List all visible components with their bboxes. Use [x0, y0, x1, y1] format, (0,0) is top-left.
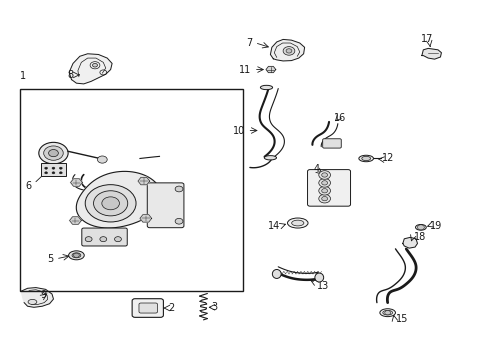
- Circle shape: [44, 146, 63, 160]
- Circle shape: [322, 197, 328, 201]
- Circle shape: [100, 237, 107, 242]
- FancyBboxPatch shape: [82, 228, 127, 246]
- Text: 3: 3: [212, 302, 218, 312]
- Ellipse shape: [362, 156, 370, 161]
- Circle shape: [98, 156, 107, 163]
- Circle shape: [85, 185, 136, 222]
- Circle shape: [322, 173, 328, 177]
- Text: 18: 18: [414, 232, 426, 242]
- Circle shape: [385, 311, 391, 315]
- Bar: [20, 89, 243, 291]
- Polygon shape: [422, 48, 441, 59]
- Polygon shape: [266, 67, 276, 73]
- Circle shape: [175, 219, 183, 224]
- Ellipse shape: [359, 155, 373, 162]
- Text: 9: 9: [41, 291, 47, 301]
- Ellipse shape: [260, 85, 272, 90]
- Circle shape: [94, 191, 128, 216]
- Circle shape: [319, 186, 331, 195]
- Circle shape: [319, 171, 331, 179]
- Ellipse shape: [264, 156, 276, 160]
- Text: 19: 19: [430, 221, 442, 231]
- Circle shape: [286, 49, 292, 53]
- Ellipse shape: [383, 310, 392, 315]
- Ellipse shape: [69, 251, 84, 260]
- Circle shape: [322, 181, 328, 185]
- Polygon shape: [69, 54, 112, 84]
- Text: 7: 7: [246, 38, 252, 48]
- Ellipse shape: [28, 300, 37, 305]
- FancyBboxPatch shape: [139, 303, 158, 313]
- Text: 11: 11: [239, 64, 251, 75]
- Circle shape: [175, 186, 183, 192]
- Text: 12: 12: [382, 153, 394, 163]
- Circle shape: [52, 172, 55, 174]
- FancyBboxPatch shape: [132, 299, 163, 318]
- Circle shape: [45, 167, 48, 169]
- Circle shape: [85, 237, 92, 242]
- Polygon shape: [71, 179, 82, 186]
- Text: 13: 13: [318, 281, 330, 291]
- Circle shape: [102, 197, 120, 210]
- Ellipse shape: [272, 270, 281, 278]
- Circle shape: [49, 149, 58, 157]
- Text: 5: 5: [47, 254, 53, 264]
- Circle shape: [322, 189, 328, 193]
- Ellipse shape: [416, 225, 426, 230]
- Text: 16: 16: [334, 113, 346, 123]
- Polygon shape: [270, 40, 305, 61]
- Polygon shape: [140, 215, 152, 222]
- Text: 15: 15: [395, 314, 408, 324]
- Polygon shape: [138, 177, 150, 185]
- Text: 10: 10: [233, 126, 245, 135]
- Circle shape: [283, 46, 295, 55]
- Ellipse shape: [292, 220, 304, 226]
- Ellipse shape: [315, 273, 324, 282]
- Polygon shape: [76, 171, 161, 228]
- Ellipse shape: [288, 218, 308, 228]
- Circle shape: [319, 194, 331, 203]
- Ellipse shape: [380, 309, 395, 317]
- Circle shape: [39, 142, 68, 164]
- Ellipse shape: [72, 253, 81, 258]
- Circle shape: [115, 237, 122, 242]
- Circle shape: [417, 225, 424, 230]
- FancyBboxPatch shape: [308, 170, 350, 206]
- Bar: [41, 163, 66, 176]
- Text: 6: 6: [25, 181, 31, 192]
- Text: 8: 8: [67, 70, 73, 80]
- FancyBboxPatch shape: [147, 183, 184, 228]
- Polygon shape: [403, 237, 417, 248]
- Circle shape: [319, 179, 331, 187]
- Circle shape: [93, 63, 98, 67]
- Text: 2: 2: [168, 303, 174, 313]
- Polygon shape: [70, 217, 81, 224]
- FancyBboxPatch shape: [323, 139, 341, 148]
- Circle shape: [52, 167, 55, 169]
- Circle shape: [45, 172, 48, 174]
- Text: 1: 1: [20, 71, 26, 81]
- Circle shape: [74, 253, 79, 257]
- Text: 17: 17: [421, 34, 434, 44]
- Text: 14: 14: [268, 221, 280, 230]
- Polygon shape: [21, 288, 53, 307]
- Circle shape: [59, 167, 62, 169]
- Text: 4: 4: [314, 164, 319, 174]
- Circle shape: [59, 172, 62, 174]
